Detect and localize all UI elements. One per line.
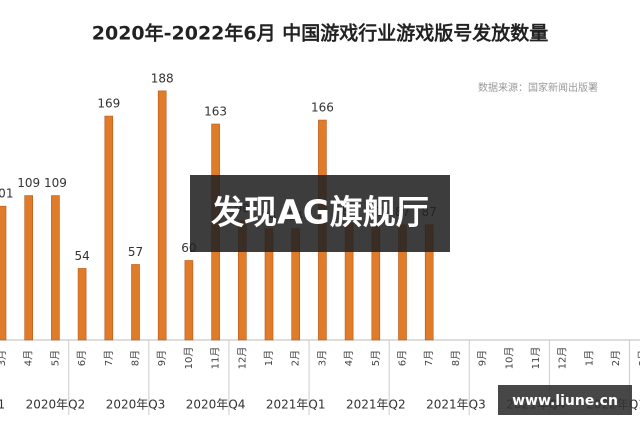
value-label: 54 (74, 249, 89, 263)
watermark: www.liune.cn (512, 393, 618, 409)
value-label: 163 (204, 105, 227, 119)
chart-title: 2020年-2022年6月 中国游戏行业游戏版号发放数量 (92, 22, 548, 45)
x-tick-label: 11月 (210, 347, 222, 370)
x-tick-label: 10月 (183, 347, 195, 370)
x-tick-label: 10月 (503, 347, 515, 370)
source: 数据来源：国家新闻出版署 (478, 81, 598, 94)
quarter-label: 2020年Q4 (186, 398, 246, 412)
x-tick-label: 7月 (423, 350, 435, 366)
watermark-box (498, 385, 632, 415)
x-tick-label: 1月 (263, 350, 275, 366)
x-tick-label: 2月 (290, 350, 302, 366)
x-tick-label: 9月 (477, 350, 489, 366)
x-tick-label: 5月 (370, 350, 382, 366)
x-tick-label: 12月 (236, 347, 248, 370)
value-label: 109 (44, 176, 67, 190)
x-tick-label: 5月 (49, 350, 61, 366)
bar (131, 264, 140, 341)
x-tick-label: 9月 (156, 350, 168, 366)
bar (157, 90, 167, 341)
x-tick-label: 11月 (530, 347, 542, 370)
quarter-label: 2021年Q3 (426, 398, 486, 412)
bar (184, 260, 194, 341)
x-tick-label: 3月 (637, 350, 640, 366)
value-label: 166 (311, 101, 334, 115)
quarter-label: 2020年Q1 (0, 398, 5, 412)
quarter-label: 2020年Q3 (106, 398, 166, 412)
quarter-label: 2021年Q2 (346, 398, 406, 412)
x-tick-label: 8月 (130, 350, 142, 366)
x-tick-label: 3月 (0, 350, 8, 366)
overlay-text: 发现AG旗舰厅 (211, 193, 429, 232)
overlay-box (190, 175, 450, 252)
x-tick-label: 2月 (610, 350, 622, 366)
quarter-label: 2021年Q1 (266, 398, 326, 412)
x-tick-label: 3月 (316, 350, 328, 366)
x-tick-label: 7月 (103, 350, 115, 366)
bar (0, 205, 7, 341)
value-label: 169 (97, 97, 120, 111)
bar (104, 115, 114, 341)
x-tick-label: 8月 (450, 350, 462, 366)
x-tick-label: 4月 (343, 350, 355, 366)
value-label: 109 (17, 176, 40, 190)
x-tick-label: 4月 (23, 350, 35, 366)
x-tick-label: 6月 (76, 350, 88, 366)
value-label: 188 (151, 71, 174, 85)
x-tick-label: 6月 (397, 350, 409, 366)
bar (51, 195, 60, 341)
x-tick-label: 1月 (583, 350, 595, 366)
value-label: 57 (128, 245, 143, 259)
bar (77, 268, 87, 341)
x-tick-label: 12月 (557, 347, 569, 370)
quarter-label: 2020年Q2 (26, 398, 86, 412)
bar (24, 195, 34, 341)
value-label: 101 (0, 187, 13, 201)
